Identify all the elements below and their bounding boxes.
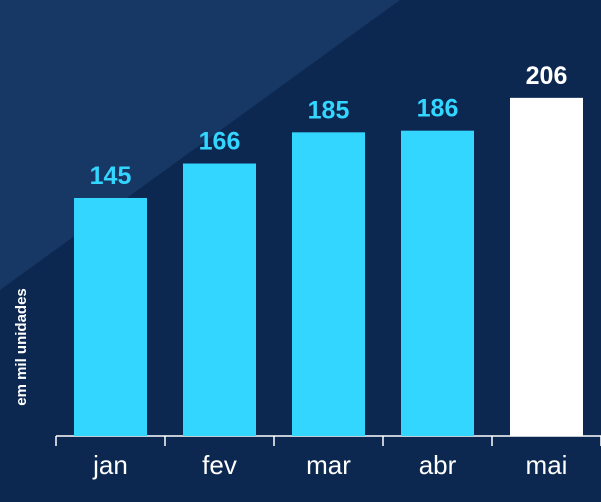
y-axis-label: em mil unidades [13, 288, 30, 406]
x-tick-label: abr [419, 450, 457, 480]
bar [510, 97, 583, 436]
bar [292, 132, 365, 437]
value-label: 206 [526, 62, 568, 90]
plot: jan 145 fev 166 mar 185 abr 186 mai 206 [55, 62, 601, 480]
bar [183, 163, 256, 436]
bar [74, 197, 147, 436]
value-label: 186 [417, 95, 459, 123]
x-tick-label: mar [306, 450, 351, 480]
bar [401, 130, 474, 436]
value-label: 145 [90, 162, 132, 190]
x-tick-label: jan [92, 450, 128, 480]
x-tick-label: fev [202, 450, 237, 480]
value-label: 166 [199, 128, 241, 156]
x-tick-label: mai [526, 450, 568, 480]
value-label: 185 [308, 96, 350, 124]
